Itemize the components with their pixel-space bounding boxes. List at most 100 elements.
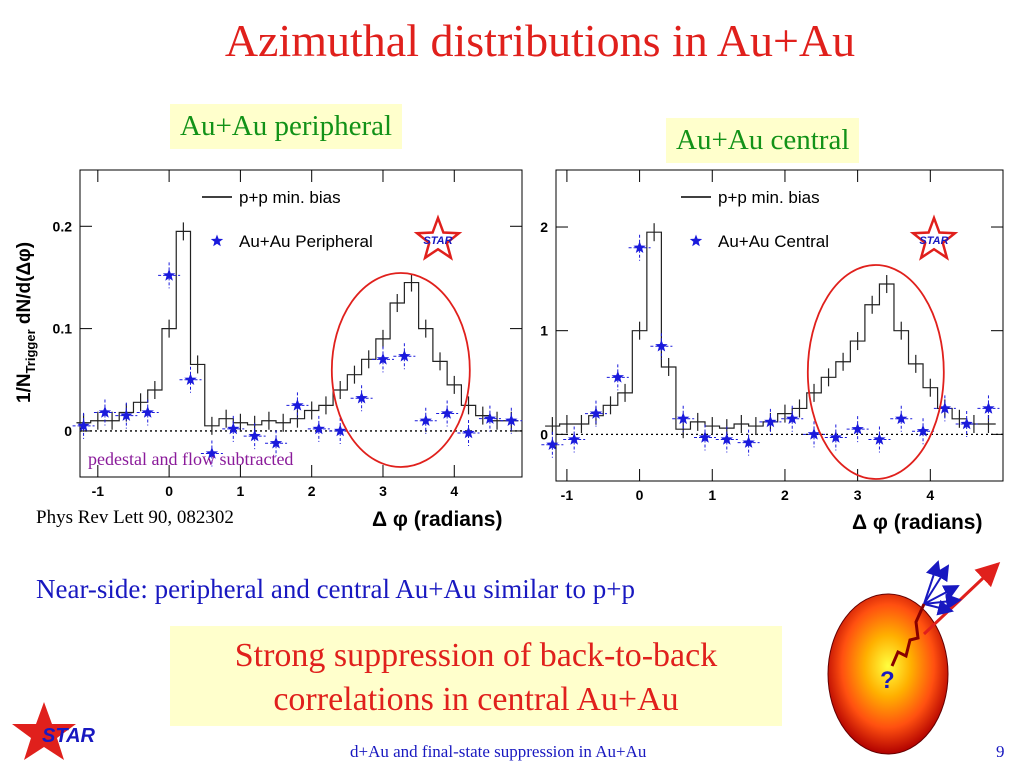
chart0-auau-point [419,414,432,426]
chart0-y-tick-label: 0.1 [53,321,73,337]
peripheral-panel-label: Au+Au peripheral [170,104,403,149]
chart1-x-tick-label: 3 [854,487,862,503]
chart0-auau-point [355,391,368,404]
suppression-line-2: correlations in central Au+Au [273,681,679,718]
chart0-auau-point [227,422,240,435]
chart0-auau-point [462,426,475,439]
chart0-auau-point [398,349,411,362]
chart0-auau-point [269,436,283,449]
chart1-star-badge-text: STAR [919,235,948,247]
chart1-legend-pp-label: p+p min. bias [718,188,820,207]
chart0-auau-point [77,419,90,432]
chart1-x-tick-label: -1 [561,487,574,503]
chart0-auau-point [98,406,112,418]
chart0-y-tick-label: 0 [64,423,72,439]
suppression-line-1: Strong suppression of back-to-back [234,637,718,674]
chart0-star-badge-text: STAR [423,235,452,247]
chart0-legend-pp-label: p+p min. bias [239,188,341,207]
chart0-x-tick-label: 3 [379,483,387,499]
chart1-auau-point [611,370,624,383]
chart0-x-tick-label: 2 [308,483,316,499]
chart1-auau-point [786,412,799,425]
chart1-auau-point [764,415,777,428]
y-axis-label-sub: Trigger [23,329,38,373]
nucleus-jet-cartoon: ? [827,560,1001,755]
chart1-auau-point [633,241,646,253]
y-axis-label-main: 1/N [14,373,35,403]
chart1-auau-point [895,412,908,425]
near-side-statement: Near-side: peripheral and central Au+Au … [36,574,635,604]
star-logo: STAR [12,702,96,760]
chart0-auau-point [248,429,261,442]
chart1-auau-point [589,407,603,419]
chart1-pp-histogram-line [545,231,996,430]
chart0-plot-frame [79,169,523,478]
chart0-x-tick-label: 0 [165,483,173,499]
chart0-star-badge [413,214,463,261]
chart1-away-side-circle [806,264,945,480]
chart0-auau-point [184,373,197,385]
chart0-auau-point [441,407,454,419]
footer-text: d+Au and final-state suppression in Au+A… [350,742,647,761]
chart1-auau-point [938,401,951,414]
chart0-x-tick-label: 4 [450,483,458,499]
chart1-y-tick-label: 0 [540,426,548,442]
chart0-auau-point [162,268,176,281]
chart0-legend-auau-label: Au+Au Peripheral [239,232,373,251]
suppression-highlight-box: Strong suppression of back-to-back corre… [170,626,782,726]
chart1-y-tick-label: 1 [540,323,548,339]
chart0-auau-point [483,412,497,424]
chart1-x-tick-label: 2 [781,487,789,503]
chart0-y-tick-label: 0.2 [53,218,73,234]
chart0-x-tick-label: -1 [92,483,105,499]
chart0-legend-auau-swatch [210,234,224,247]
y-axis-label: 1/NTrigger dN/d(Δφ) [14,242,38,403]
jet-arrows-blue [923,560,962,616]
right-x-axis-label: Δ φ (radians) [852,511,983,534]
chart1-x-tick-label: 1 [708,487,716,503]
chart0-x-tick-label: 1 [237,483,245,499]
chart1-auau-point [851,422,864,435]
chart0-auau-point [334,424,347,437]
chart1-y-tick-label: 2 [540,219,548,235]
left-x-axis-label: Δ φ (radians) [372,508,503,531]
chart1-auau-point [807,427,821,440]
chart1-auau-point [655,339,668,352]
chart1-auau-point [982,401,995,414]
chart0-auau-point [120,409,133,421]
chart0-auau-point [376,352,390,365]
central-panel-label: Au+Au central [666,118,860,163]
slide-title: Azimuthal distributions in Au+Au [224,15,856,66]
chart0-away-side-circle [330,272,471,468]
chart0-auau-point [141,406,154,418]
chart1-legend-auau-label: Au+Au Central [718,232,829,251]
chart0-auau-point [291,398,304,411]
star-logo-text: STAR [42,725,96,747]
chart1-auau-point [873,433,886,445]
chart1-x-tick-label: 4 [926,487,934,503]
chart1-auau-point [742,436,755,448]
chart0-pedestal-annotation: pedestal and flow subtracted [88,449,293,469]
chart1-x-tick-label: 0 [636,487,644,503]
chart1-auau-point [546,438,559,450]
y-axis-label-rest: dN/d(Δφ) [14,242,35,329]
chart1-plot-frame [555,169,1004,482]
chart0-auau-point [312,422,325,435]
chart1-star-badge [909,214,959,261]
svg-text:1/NTrigger dN/d(Δφ): 1/NTrigger dN/d(Δφ) [14,242,38,403]
chart1-auau-point [916,424,930,437]
chart1-auau-point [568,433,581,445]
chart1-auau-point [698,431,712,443]
chart1-auau-point [677,412,690,425]
cartoon-question-mark: ? [880,667,895,694]
citation: Phys Rev Lett 90, 082302 [36,507,234,528]
chart0-auau-point [205,447,219,459]
chart1-auau-point [720,433,733,445]
partner-jet-wavy [890,603,926,667]
chart0-auau-point [505,414,518,426]
chart1-auau-point [829,431,842,443]
page-number: 9 [996,742,1005,761]
chart1-legend-auau-swatch [689,234,703,247]
